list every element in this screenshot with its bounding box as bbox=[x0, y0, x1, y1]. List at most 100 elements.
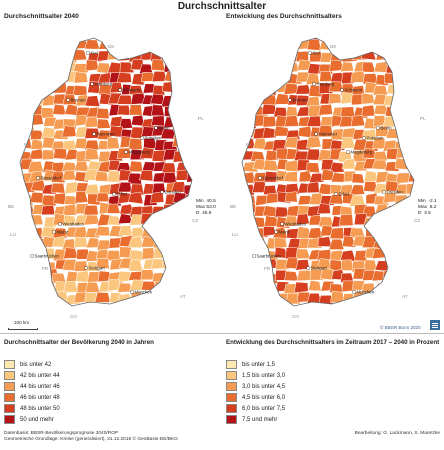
city-label: Hannover bbox=[97, 132, 116, 137]
district-cell bbox=[161, 304, 177, 306]
district-cell bbox=[20, 83, 34, 96]
district-cell bbox=[174, 60, 191, 72]
district-cell bbox=[264, 49, 279, 62]
district-cell bbox=[186, 269, 192, 282]
district-cell bbox=[397, 261, 412, 272]
city-label: Kiel bbox=[313, 51, 320, 56]
district-cell bbox=[396, 147, 411, 159]
district-cell bbox=[242, 38, 257, 42]
district-cell bbox=[20, 158, 22, 171]
city-label: Bremen bbox=[71, 98, 87, 103]
district-cell bbox=[20, 114, 23, 127]
district-cell bbox=[41, 194, 57, 208]
city-label: Hannover bbox=[319, 132, 338, 137]
district-cell bbox=[20, 82, 25, 95]
district-cell bbox=[149, 191, 165, 204]
city-marker bbox=[306, 266, 310, 270]
district-cell bbox=[284, 115, 300, 127]
district-cell bbox=[406, 93, 414, 105]
legend-item: 48 bis unter 50 bbox=[4, 403, 60, 414]
district-cell bbox=[20, 95, 34, 107]
district-cell bbox=[140, 269, 155, 281]
legend-item: 3,0 bis unter 4,5 bbox=[226, 381, 285, 392]
city-marker bbox=[84, 266, 88, 270]
district-cell bbox=[107, 215, 122, 226]
district-cell bbox=[254, 60, 269, 73]
district-cell bbox=[162, 217, 177, 229]
district-cell bbox=[128, 138, 143, 150]
district-cell bbox=[73, 236, 88, 248]
district-cell bbox=[94, 225, 110, 237]
city-marker bbox=[314, 132, 318, 136]
footer-source-line: Geometrische Grundlage: Kreise (generali… bbox=[4, 436, 178, 442]
district-cell bbox=[52, 40, 66, 53]
district-cell bbox=[277, 40, 292, 53]
legend-swatch bbox=[226, 415, 237, 424]
district-cell bbox=[243, 62, 257, 73]
district-cell bbox=[53, 148, 68, 160]
district-cell bbox=[62, 280, 79, 293]
district-cell bbox=[164, 106, 179, 117]
district-cell bbox=[242, 216, 256, 229]
district-cell bbox=[176, 107, 191, 119]
district-cell bbox=[383, 72, 399, 84]
district-cell bbox=[295, 248, 311, 260]
legend-item: bis unter 1,5 bbox=[226, 359, 285, 370]
legend-swatch bbox=[226, 371, 237, 380]
district-cell bbox=[283, 215, 300, 227]
district-cell bbox=[20, 302, 26, 306]
district-cell bbox=[128, 259, 144, 272]
district-cell bbox=[28, 293, 45, 305]
city-marker bbox=[58, 222, 62, 226]
district-cell bbox=[242, 84, 247, 96]
district-cell bbox=[254, 52, 269, 64]
district-cell bbox=[142, 303, 157, 306]
district-cell bbox=[164, 227, 179, 240]
district-cell bbox=[172, 50, 188, 63]
district-cell bbox=[361, 61, 376, 73]
district-cell bbox=[20, 281, 33, 293]
district-cell bbox=[407, 257, 414, 269]
district-cell bbox=[252, 270, 267, 282]
district-cell bbox=[297, 38, 313, 39]
district-cell bbox=[384, 248, 399, 261]
district-cell bbox=[174, 302, 188, 306]
district-cell bbox=[363, 301, 379, 306]
district-cell bbox=[242, 106, 256, 118]
city-label: Hamburg bbox=[95, 82, 113, 87]
district-cell bbox=[242, 261, 256, 272]
district-cell bbox=[331, 305, 346, 306]
city-marker bbox=[86, 51, 90, 55]
district-cell bbox=[184, 41, 192, 53]
right-map-stats: Min -2.1 Max 8.2 D 3.5 bbox=[418, 199, 437, 216]
scale-bar bbox=[8, 328, 38, 330]
country-label: AT bbox=[180, 294, 186, 299]
legend-label: 50 und mehr bbox=[20, 416, 54, 423]
district-cell bbox=[84, 116, 99, 128]
district-cell bbox=[28, 303, 45, 306]
district-cell bbox=[319, 268, 335, 281]
district-cell bbox=[364, 38, 379, 50]
city-marker bbox=[340, 88, 344, 92]
city-label: Potsdam bbox=[367, 136, 384, 141]
district-cell bbox=[40, 72, 56, 84]
district-cell bbox=[106, 137, 120, 149]
district-cell bbox=[395, 27, 408, 37]
district-cell bbox=[349, 184, 366, 196]
district-cell bbox=[318, 216, 335, 228]
district-cell bbox=[73, 260, 89, 272]
district-cell bbox=[253, 73, 269, 86]
district-cell bbox=[307, 105, 322, 118]
district-cell bbox=[162, 81, 175, 93]
district-cell bbox=[242, 257, 245, 270]
city-label: Schwerin bbox=[123, 88, 141, 93]
district-cell bbox=[29, 214, 44, 226]
district-cell bbox=[405, 72, 414, 84]
district-cell bbox=[107, 303, 123, 306]
city-marker bbox=[30, 254, 34, 258]
district-cell bbox=[173, 72, 189, 84]
legend-label: 7,5 und mehr bbox=[242, 416, 278, 423]
district-cell bbox=[341, 51, 358, 63]
district-cell bbox=[84, 281, 101, 293]
city-marker bbox=[92, 132, 96, 136]
